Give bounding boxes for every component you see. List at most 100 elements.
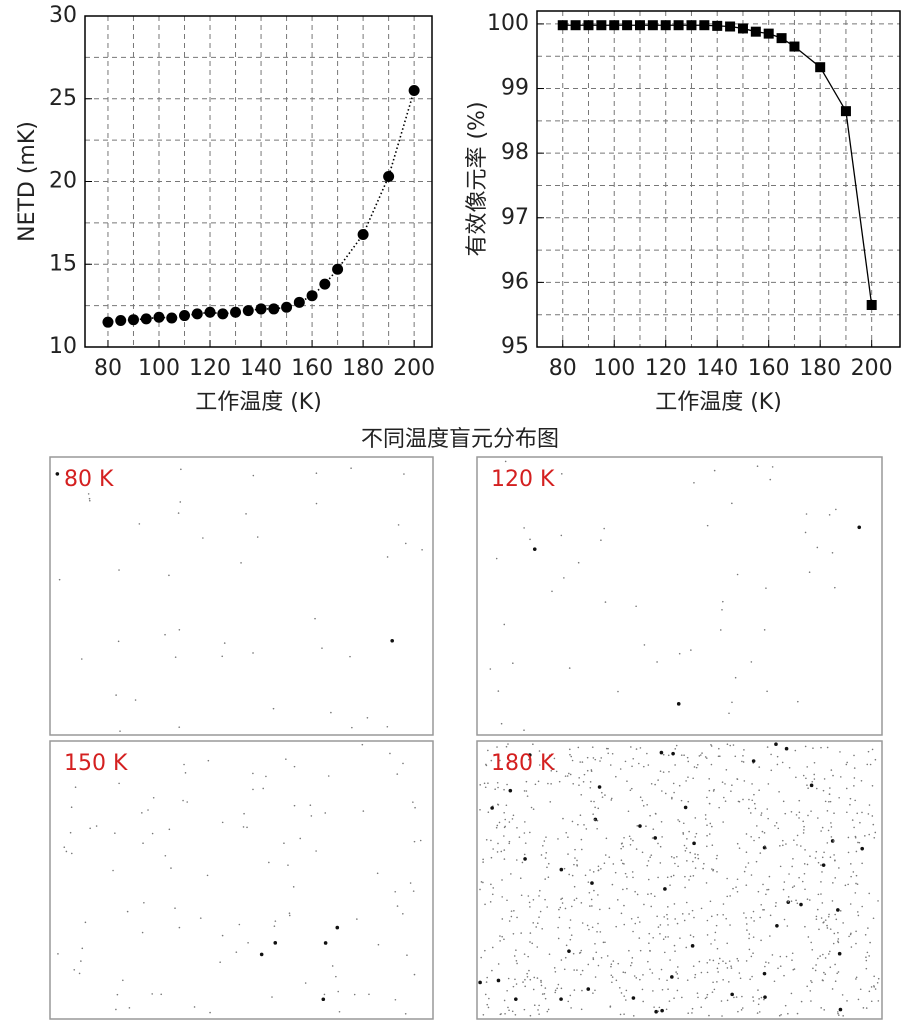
blind-pixel [724, 800, 727, 802]
blind-pixel [600, 867, 602, 870]
blind-pixel [774, 824, 776, 827]
blind-pixel [860, 779, 863, 782]
blind-pixel [397, 524, 400, 526]
blind-pixel-map: 80 K [49, 456, 434, 736]
blind-pixel [849, 797, 852, 800]
blind-pixel [606, 955, 609, 957]
blind-pixel [413, 840, 416, 843]
blind-pixel [811, 981, 813, 984]
blind-pixel [688, 913, 690, 915]
blind-pixel [822, 789, 825, 792]
blind-pixel [857, 914, 860, 917]
blind-pixel [351, 726, 353, 729]
blind-pixel [527, 758, 530, 761]
blind-pixel [117, 640, 120, 643]
blind-pixel [691, 1007, 694, 1010]
blind-pixel [682, 832, 684, 834]
blind-pixel [685, 901, 688, 904]
blind-pixel [746, 929, 748, 931]
blind-pixel [626, 780, 628, 782]
blind-pixel [674, 764, 676, 766]
blind-pixel [692, 841, 696, 846]
blind-pixel [778, 1014, 781, 1017]
blind-pixel [178, 726, 181, 728]
blind-pixel [622, 888, 624, 891]
blind-pixel [643, 903, 645, 906]
blind-pixel [601, 796, 604, 798]
blind-pixel [65, 850, 68, 853]
blind-pixel [209, 1011, 211, 1014]
blind-pixel [667, 906, 669, 908]
blind-pixel [252, 788, 254, 791]
blind-pixel [607, 747, 609, 750]
blind-pixel [736, 890, 739, 893]
blind-pixel [702, 867, 704, 870]
blind-pixel [858, 841, 861, 844]
blind-pixel [855, 850, 858, 853]
blind-pixel [671, 797, 673, 800]
blind-pixel [170, 867, 172, 869]
blind-pixel [767, 962, 770, 964]
blind-pixel [745, 833, 748, 835]
blind-pixel [871, 815, 874, 817]
blind-pixel [540, 984, 543, 987]
blind-pixel [847, 851, 850, 854]
blind-pixel [676, 966, 679, 968]
blind-pixel [525, 790, 528, 792]
blind-pixel [126, 910, 129, 913]
blind-pixel [256, 536, 259, 538]
blind-pixel [497, 963, 500, 965]
blind-pixel [661, 790, 663, 792]
marker [255, 303, 267, 315]
blind-pixel [570, 934, 573, 936]
blind-pixel [666, 913, 668, 916]
blind-pixel [760, 996, 763, 999]
blind-pixel [847, 883, 849, 886]
blind-pixel [658, 1006, 661, 1009]
blind-pixel [694, 836, 697, 838]
blind-pixel [547, 782, 549, 785]
blind-pixel [687, 776, 689, 778]
blind-pixel [768, 875, 771, 878]
blind-pixel [871, 784, 874, 787]
blind-pixel [600, 757, 603, 759]
blind-pixel [500, 722, 503, 725]
blind-pixel [824, 957, 827, 959]
x-tick-label: 200 [851, 356, 893, 381]
blind-pixel [507, 743, 509, 745]
blind-pixel [223, 642, 226, 644]
blind-pixel [686, 756, 689, 759]
blind-pixel [659, 750, 664, 755]
blind-pixel [720, 1000, 723, 1002]
blind-pixel-map: 150 K [49, 740, 434, 1020]
blind-pixel [666, 918, 669, 920]
blind-pixel [179, 501, 182, 503]
blind-pixel [660, 1008, 664, 1013]
blind-pixel [829, 787, 831, 789]
blind-pixel [574, 857, 576, 859]
blind-pixel [533, 976, 536, 979]
blind-pixel [750, 661, 753, 663]
blind-pixel [604, 794, 606, 796]
blind-pixel [833, 932, 836, 935]
blind-pixel [736, 573, 739, 576]
blind-pixel [510, 915, 513, 918]
blind-pixel [839, 751, 841, 753]
blind-pixel [760, 814, 762, 816]
blind-pixel [597, 922, 599, 925]
blind-pixel [641, 851, 644, 854]
blind-pixel [546, 1010, 549, 1013]
blind-pixel [508, 842, 511, 845]
blind-pixel [865, 967, 868, 970]
blind-pixel [657, 779, 659, 781]
blind-pixel [569, 994, 572, 997]
blind-pixel [574, 848, 576, 851]
blind-pixel [151, 832, 154, 835]
blind-pixel [377, 943, 380, 946]
blind-pixel [529, 932, 532, 934]
blind-pixel [776, 755, 779, 758]
blind-pixel [706, 934, 709, 936]
blind-pixel [873, 986, 876, 988]
blind-pixel [634, 922, 637, 925]
blind-pixel [876, 981, 879, 984]
